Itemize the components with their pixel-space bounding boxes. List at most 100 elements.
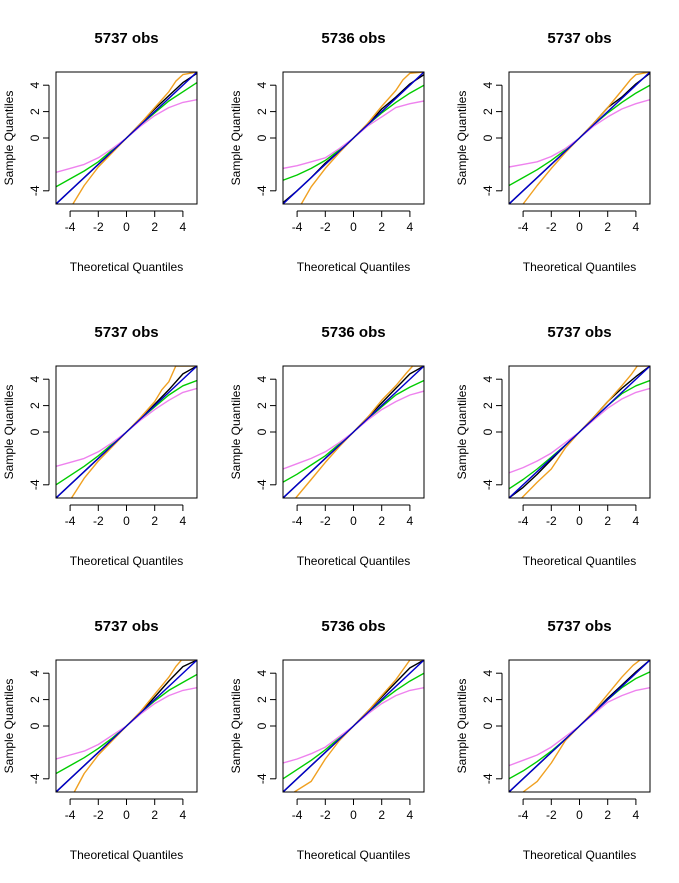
plot-frame <box>508 71 651 205</box>
plot-frame <box>55 365 198 499</box>
y-tick-label: 0 <box>28 722 42 729</box>
y-tick-label: 4 <box>481 376 495 383</box>
x-tick-label: -2 <box>93 220 104 234</box>
y-axis-label: Sample Quantiles <box>229 91 243 186</box>
series-group <box>509 366 650 498</box>
series-line <box>521 366 650 498</box>
x-tick-label: 4 <box>180 514 187 528</box>
y-axis-label: Sample Quantiles <box>455 679 469 774</box>
qq-panel: -4 -2 0 2 4 -4 0 2 4 5736 obs Theoretical Quantile… <box>229 30 425 274</box>
series-line <box>56 72 197 204</box>
x-tick-label: -2 <box>320 220 331 234</box>
qq-panel: -4 -2 0 2 4 -4 0 2 4 5737 obs Theoretical Quantile… <box>2 30 198 274</box>
plot-frame <box>55 71 198 205</box>
y-axis-label: Sample Quantiles <box>455 385 469 480</box>
series-line <box>283 84 424 181</box>
y-axis-label: Sample Quantiles <box>2 385 16 480</box>
series-group <box>283 366 424 498</box>
x-tick-label: -2 <box>320 808 331 822</box>
series-line <box>283 100 424 170</box>
y-tick-label: 4 <box>28 376 42 383</box>
y-tick-label: 2 <box>28 108 42 115</box>
x-tick-label: -4 <box>65 220 76 234</box>
y-tick-label: 0 <box>481 722 495 729</box>
x-tick-label: -4 <box>518 514 529 528</box>
series-line <box>72 72 197 204</box>
x-axis-label: Theoretical Quantiles <box>297 554 410 568</box>
y-tick-label: 4 <box>255 82 269 89</box>
x-tick-label: 2 <box>151 514 158 528</box>
series-line <box>56 82 197 188</box>
y-tick-label: 0 <box>28 428 42 435</box>
panel-title: 5737 obs <box>94 618 158 635</box>
y-tick-label: -4 <box>481 479 495 490</box>
panel-title: 5737 obs <box>547 324 611 341</box>
x-tick-label: 0 <box>123 220 130 234</box>
series-group <box>283 72 424 204</box>
series-line <box>293 660 424 792</box>
y-tick-label: 0 <box>255 134 269 141</box>
x-tick-label: -4 <box>65 514 76 528</box>
y-tick-label: 4 <box>481 670 495 677</box>
x-tick-label: -4 <box>518 808 529 822</box>
x-tick-label: 2 <box>604 514 611 528</box>
x-tick-label: 0 <box>350 514 357 528</box>
series-line <box>509 387 650 474</box>
panel-title: 5737 obs <box>94 30 158 47</box>
series-line <box>283 660 424 792</box>
y-tick-label: 4 <box>255 376 269 383</box>
x-tick-label: 4 <box>407 808 414 822</box>
series-line <box>283 390 424 470</box>
x-tick-label: -4 <box>65 808 76 822</box>
x-tick-label: -4 <box>292 514 303 528</box>
series-group <box>56 366 197 498</box>
x-tick-label: 2 <box>151 220 158 234</box>
y-tick-label: -4 <box>255 185 269 196</box>
panel-title: 5737 obs <box>547 30 611 47</box>
x-tick-label: -2 <box>320 514 331 528</box>
x-tick-label: 4 <box>407 220 414 234</box>
x-tick-label: 0 <box>123 514 130 528</box>
series-group <box>509 72 650 204</box>
plot-frame <box>508 365 651 499</box>
panel-title: 5736 obs <box>321 324 385 341</box>
x-tick-label: -4 <box>518 220 529 234</box>
series-group <box>509 660 650 792</box>
y-tick-label: 2 <box>255 108 269 115</box>
panel-title: 5736 obs <box>321 618 385 635</box>
series-line <box>509 379 650 490</box>
x-axis-label: Theoretical Quantiles <box>523 554 636 568</box>
y-tick-label: 4 <box>28 82 42 89</box>
series-line <box>522 660 650 792</box>
x-tick-label: 0 <box>350 220 357 234</box>
y-tick-label: -4 <box>481 185 495 196</box>
y-tick-label: 2 <box>28 402 42 409</box>
series-line <box>56 687 197 760</box>
x-axis-label: Theoretical Quantiles <box>70 554 183 568</box>
y-tick-label: 0 <box>255 428 269 435</box>
series-line <box>283 72 424 204</box>
y-tick-label: 0 <box>481 428 495 435</box>
qq-panel: -4 -2 0 2 4 -4 0 2 4 5737 obs Theoretical Quantile… <box>455 618 651 862</box>
y-tick-label: 2 <box>255 402 269 409</box>
x-tick-label: -2 <box>546 514 557 528</box>
y-tick-label: 0 <box>481 134 495 141</box>
x-axis-label: Theoretical Quantiles <box>70 260 183 274</box>
series-line <box>56 387 197 467</box>
x-tick-label: 4 <box>633 220 640 234</box>
y-tick-label: 2 <box>481 108 495 115</box>
x-tick-label: 0 <box>123 808 130 822</box>
series-group <box>56 660 197 792</box>
x-tick-label: 0 <box>576 220 583 234</box>
series-line <box>509 72 650 204</box>
y-tick-label: 2 <box>255 696 269 703</box>
x-axis-label: Theoretical Quantiles <box>70 848 183 862</box>
series-line <box>73 660 197 792</box>
qq-panel: -4 -2 0 2 4 -4 0 2 4 5737 obs Theoretical Quantile… <box>2 324 198 568</box>
y-axis-label: Sample Quantiles <box>2 91 16 186</box>
series-group <box>56 72 197 204</box>
series-line <box>56 366 197 498</box>
y-tick-label: -4 <box>481 773 495 784</box>
y-tick-label: -4 <box>28 479 42 490</box>
